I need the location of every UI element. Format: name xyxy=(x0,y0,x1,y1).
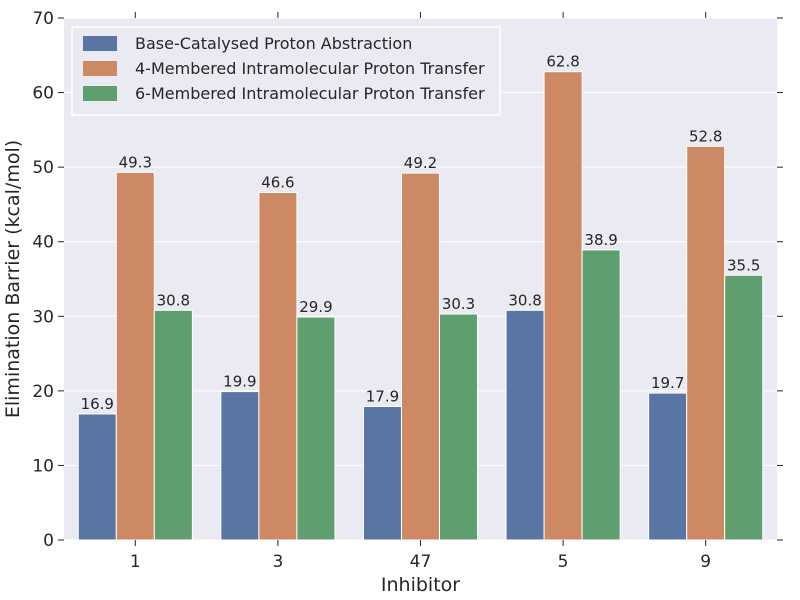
bar xyxy=(439,313,479,541)
bar xyxy=(686,145,726,541)
legend-entry: 6-Membered Intramolecular Proton Transfe… xyxy=(135,84,485,103)
data-label: 49.2 xyxy=(404,154,437,172)
data-label: 62.8 xyxy=(546,53,579,71)
data-label: 46.6 xyxy=(261,173,294,191)
y-tick-label: 40 xyxy=(32,233,54,253)
bar xyxy=(543,71,583,541)
y-axis-title: Elimination Barrier (kcal/mol) xyxy=(2,140,24,418)
data-label: 52.8 xyxy=(689,127,722,145)
data-label: 30.8 xyxy=(508,291,541,309)
y-tick-label: 50 xyxy=(32,158,54,178)
legend-swatch xyxy=(83,86,117,101)
bar xyxy=(400,172,441,541)
bar xyxy=(115,171,155,541)
data-label: 38.9 xyxy=(584,231,617,249)
legend-box xyxy=(71,26,501,116)
bar xyxy=(258,191,298,541)
bar xyxy=(581,249,621,541)
y-tick-label: 20 xyxy=(32,382,54,402)
data-label: 35.5 xyxy=(727,256,760,274)
legend-entry: Base-Catalysed Proton Abstraction xyxy=(135,34,412,53)
data-label: 29.9 xyxy=(299,298,332,316)
bar xyxy=(724,274,764,541)
bar xyxy=(296,316,336,541)
bar xyxy=(153,309,193,541)
data-label: 30.3 xyxy=(442,295,475,313)
data-label: 30.8 xyxy=(157,291,190,309)
x-tick-label: 47 xyxy=(410,552,432,572)
y-tick-label: 0 xyxy=(43,531,54,551)
y-tick-label: 30 xyxy=(32,307,54,327)
bar xyxy=(77,413,117,541)
x-tick-label: 5 xyxy=(558,552,569,572)
legend-swatch xyxy=(83,36,117,51)
x-tick-label: 9 xyxy=(700,552,711,572)
y-tick-label: 60 xyxy=(32,84,54,104)
y-tick-label: 70 xyxy=(32,9,54,29)
data-label: 19.7 xyxy=(651,374,684,392)
x-tick-label: 3 xyxy=(272,552,283,572)
data-label: 19.9 xyxy=(223,373,256,391)
bar xyxy=(505,309,545,541)
y-tick-label: 10 xyxy=(32,456,54,476)
legend-entry: 4-Membered Intramolecular Proton Transfe… xyxy=(135,59,485,78)
bar xyxy=(362,406,402,541)
bar xyxy=(220,391,260,541)
legend: Base-Catalysed Proton Abstraction 4-Membe… xyxy=(71,26,501,116)
data-label: 49.3 xyxy=(119,153,152,171)
data-label: 17.9 xyxy=(366,388,399,406)
axes: 0 10 20 30 40 50 60 70 1 3 47 5 9 xyxy=(32,9,783,572)
legend-swatch xyxy=(83,61,117,76)
x-axis-title: Inhibitor xyxy=(381,574,460,596)
data-label: 16.9 xyxy=(81,395,114,413)
bars xyxy=(77,71,764,541)
bar xyxy=(648,392,688,541)
x-tick-label: 1 xyxy=(130,552,141,572)
data-labels: 16.9 49.3 30.8 19.9 46.6 29.9 17.9 49.2 30.3 30.8… xyxy=(81,53,761,413)
